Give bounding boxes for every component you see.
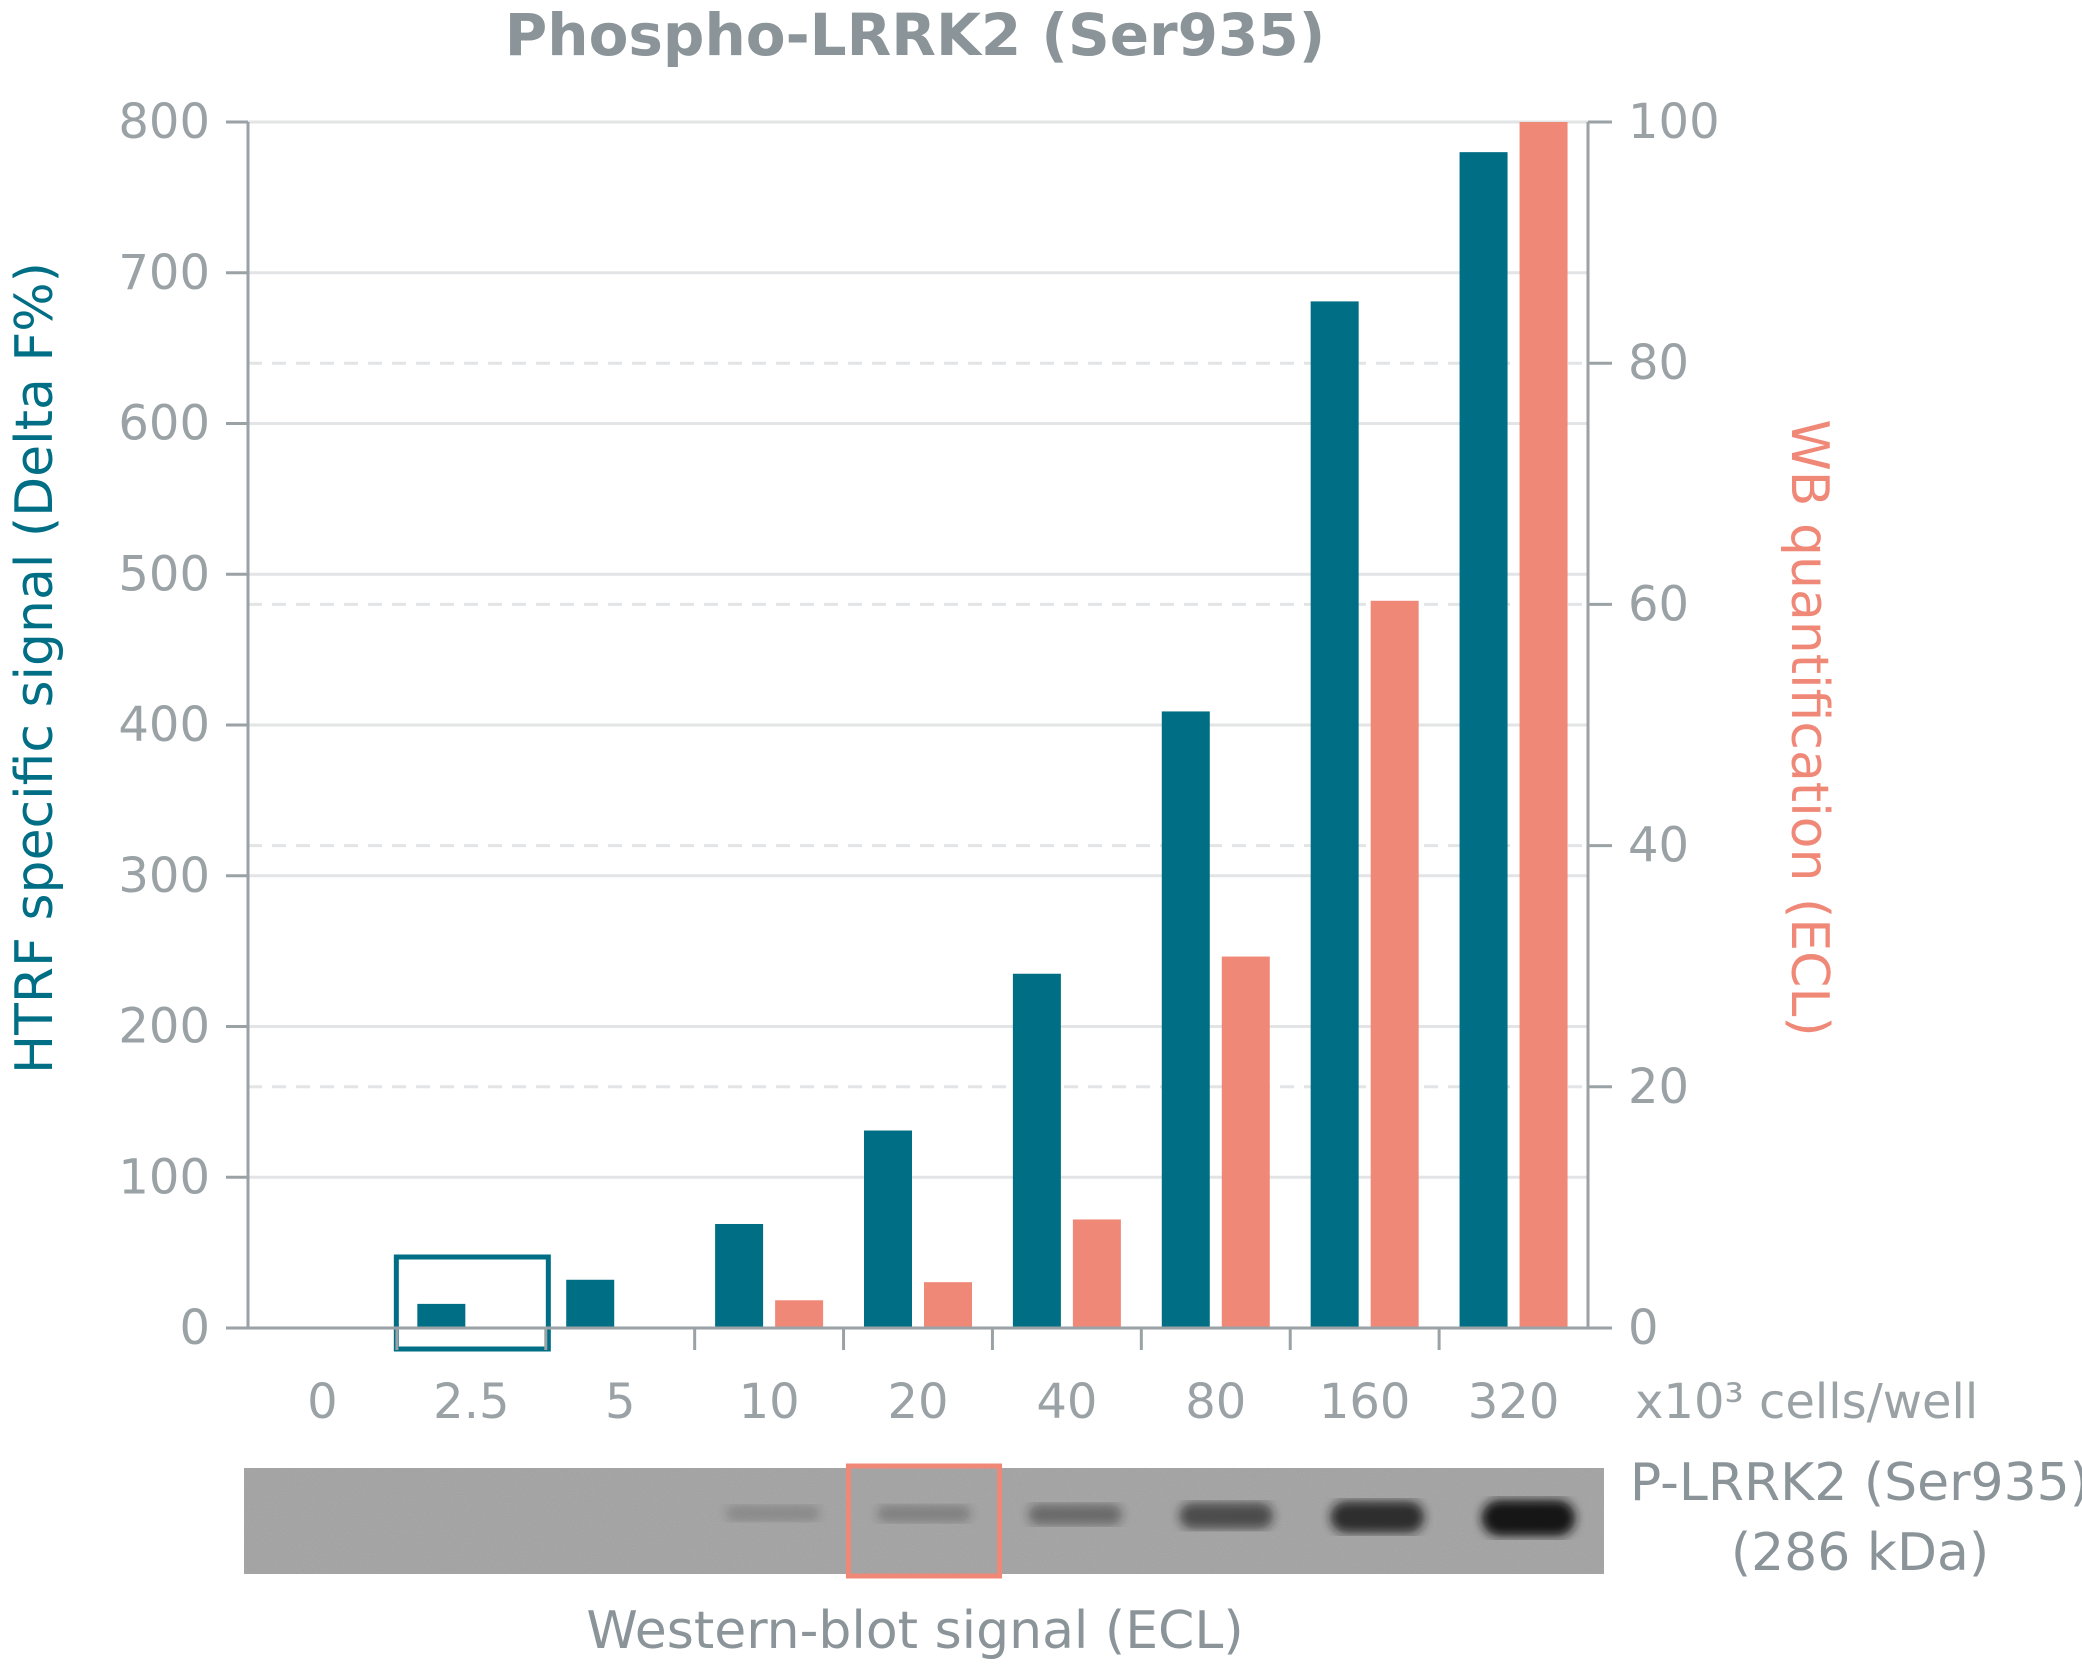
highlight-box-blot	[845, 1463, 1003, 1579]
x-tick-label: 80	[1185, 1374, 1246, 1430]
bar-wb	[775, 1300, 824, 1328]
bar-htrf	[1161, 711, 1210, 1328]
bars	[393, 122, 1568, 1352]
blot-caption: Western-blot signal (ECL)	[586, 1601, 1243, 1661]
blot-band	[1330, 1501, 1425, 1533]
bar-htrf	[1459, 152, 1508, 1328]
bar-wb	[1221, 956, 1270, 1328]
blot-band	[1028, 1504, 1122, 1525]
x-tick-label: 320	[1468, 1374, 1560, 1430]
blot-band	[1481, 1500, 1576, 1536]
y-left-tick-label: 400	[118, 697, 210, 753]
bar-htrf	[417, 1303, 466, 1328]
bar-htrf	[864, 1130, 912, 1328]
blot-label-line1: P-LRRK2 (Ser935)	[1630, 1453, 2082, 1513]
x-tick-label: 160	[1319, 1374, 1411, 1430]
y-left-tick-label: 100	[118, 1149, 210, 1205]
bar-htrf	[715, 1223, 764, 1328]
y-left-tick-label: 800	[118, 94, 210, 150]
x-tick-label: 40	[1036, 1374, 1097, 1430]
y-right-tick-label: 80	[1628, 335, 1689, 391]
axes: 0 100 200 300 400 500 600 700 800 0 20 40 60 80 100 0 2.…	[118, 94, 1719, 1430]
x-tick-label: 0	[307, 1374, 338, 1430]
y-left-tick-label: 700	[118, 245, 210, 301]
y-left-tick-label: 300	[118, 848, 210, 904]
blot-band	[726, 1505, 820, 1521]
x-tick-label: 20	[887, 1374, 948, 1430]
bar-wb	[1519, 122, 1568, 1328]
blot-band	[1179, 1502, 1274, 1529]
y-left-tick-label: 200	[118, 999, 210, 1055]
y-right-tick-label: 100	[1628, 94, 1720, 150]
y-left-tick-label: 500	[118, 546, 210, 602]
x-tick-label: 2.5	[433, 1374, 509, 1430]
bar-wb	[1072, 1219, 1121, 1328]
bar-htrf	[1012, 973, 1061, 1328]
y-axis-right-label: WB quantification (ECL)	[1779, 419, 1839, 1036]
bar-htrf	[566, 1279, 615, 1328]
chart-title: Phospho-LRRK2 (Ser935)	[505, 1, 1325, 69]
x-tick-label: 10	[739, 1374, 800, 1430]
western-blot-panel	[244, 1463, 1604, 1579]
highlight-box-chart	[393, 1254, 551, 1352]
y-right-tick-label: 20	[1628, 1059, 1689, 1115]
y-right-tick-label: 0	[1628, 1300, 1659, 1356]
bar-wb	[924, 1282, 972, 1328]
y-right-tick-label: 60	[1628, 576, 1689, 632]
y-right-tick-label: 40	[1628, 818, 1689, 874]
bar-wb	[1370, 600, 1419, 1328]
y-left-tick-label: 0	[179, 1300, 210, 1356]
x-tick-label: 5	[605, 1374, 636, 1430]
blot-band	[877, 1505, 971, 1522]
x-axis-label: x10³ cells/well	[1635, 1374, 1978, 1430]
blot-label-line2: (286 kDa)	[1731, 1523, 1989, 1583]
gridlines	[248, 120, 1588, 1179]
y-axis-left-label: HTRF specific signal (Delta F%)	[5, 262, 65, 1074]
bar-htrf	[1310, 301, 1359, 1329]
y-left-tick-label: 600	[118, 396, 210, 452]
